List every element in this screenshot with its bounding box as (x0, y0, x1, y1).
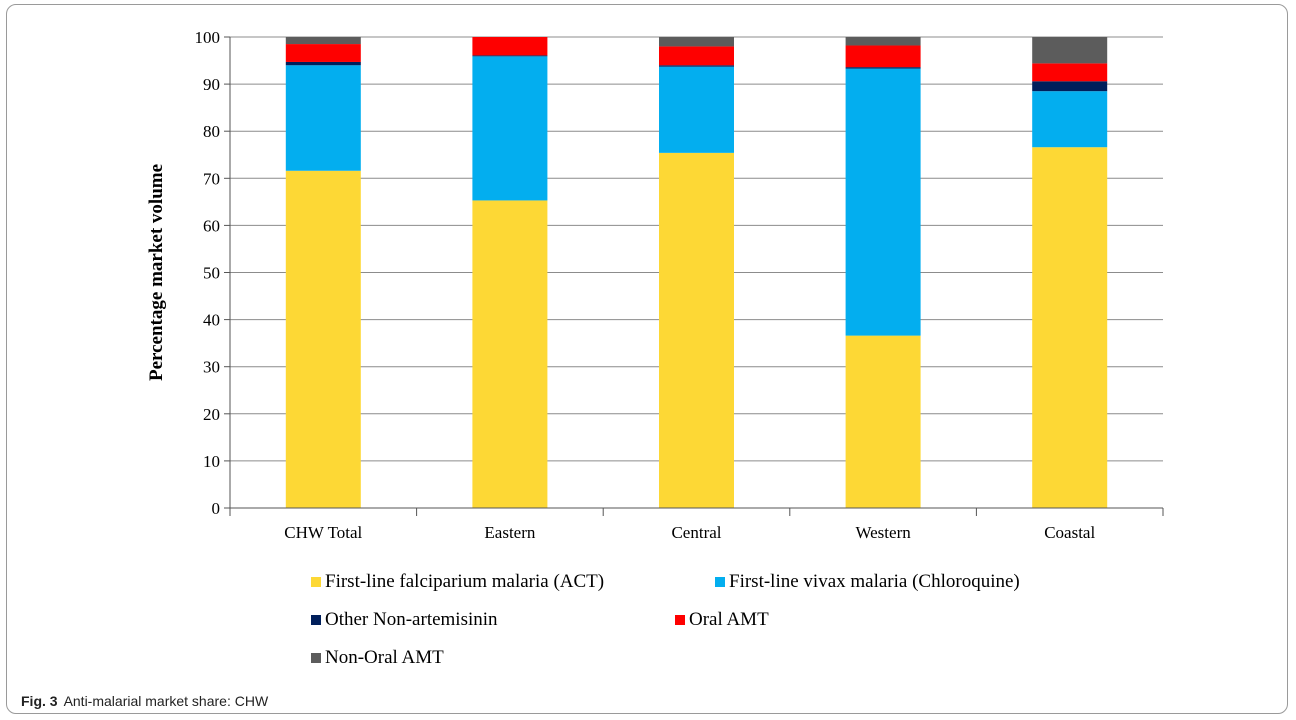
bar-segment (472, 37, 548, 56)
bar-segment (659, 66, 734, 153)
bar-segment (472, 200, 548, 508)
axes: 0 10 20 30 40 50 60 70 80 90 100 Percentage market … (146, 28, 1164, 542)
bar-segment (285, 37, 361, 45)
legend-label: Other Non-artemisinin (325, 609, 498, 630)
x-tick-label: Eastern (484, 523, 535, 542)
bar-segment (1032, 91, 1108, 148)
bar-segment (1032, 81, 1108, 92)
bar-segment (845, 67, 921, 69)
legend-swatch (311, 653, 321, 663)
figure-caption-text: Anti-malarial market share: CHW (63, 693, 269, 709)
y-tick-label: 70 (203, 169, 220, 188)
bar-segment (285, 61, 361, 66)
bar-segment (659, 46, 734, 66)
y-tick-label: 50 (203, 264, 220, 283)
x-tick-label: Coastal (1044, 523, 1095, 542)
bar-segment (845, 68, 921, 336)
legend: First-line falciparium malaria (ACT) Firs… (311, 571, 1020, 668)
bar-segment (1032, 37, 1108, 64)
bar-segment (659, 37, 734, 47)
y-tick-label: 30 (203, 358, 220, 377)
bar-segment (845, 37, 921, 46)
y-tick-label: 100 (195, 28, 221, 47)
y-axis-title: Percentage market volume (146, 164, 167, 381)
bar-segment (659, 65, 734, 67)
bar-segment (285, 65, 361, 171)
x-tick-label: CHW Total (284, 523, 362, 542)
figure-frame: 0 10 20 30 40 50 60 70 80 90 100 Percentage market … (6, 4, 1288, 714)
stacked-bar-chart: 0 10 20 30 40 50 60 70 80 90 100 Percentage market … (146, 28, 1164, 668)
bar-segment (472, 55, 548, 57)
y-tick-label: 10 (203, 452, 220, 471)
legend-label: Oral AMT (689, 609, 769, 630)
bars (285, 37, 1108, 509)
bar-segment (659, 152, 734, 508)
bar-segment (285, 170, 361, 508)
y-tick-label: 90 (203, 75, 220, 94)
bar-segment (285, 44, 361, 62)
bar-segment (845, 45, 921, 68)
legend-swatch (715, 577, 725, 587)
legend-label: Non-Oral AMT (325, 647, 444, 668)
y-tick-label: 60 (203, 216, 220, 235)
figure-caption: Fig. 3 Anti-malarial market share: CHW (21, 693, 268, 709)
legend-label: First-line falciparium malaria (ACT) (325, 571, 604, 592)
figure-label: Fig. 3 (21, 693, 58, 709)
y-tick-label: 80 (203, 122, 220, 141)
y-tick-label: 20 (203, 405, 220, 424)
y-tick-label: 0 (212, 499, 221, 518)
legend-swatch (311, 615, 321, 625)
bar-segment (845, 335, 921, 508)
y-tick-label: 40 (203, 311, 220, 330)
bar-segment (1032, 147, 1108, 509)
legend-swatch (675, 615, 685, 625)
legend-swatch (311, 577, 321, 587)
x-tick-label: Central (671, 523, 721, 542)
bar-segment (1032, 63, 1108, 82)
legend-label: First-line vivax malaria (Chloroquine) (729, 571, 1020, 592)
x-tick-label: Western (855, 523, 911, 542)
bar-segment (472, 56, 548, 201)
